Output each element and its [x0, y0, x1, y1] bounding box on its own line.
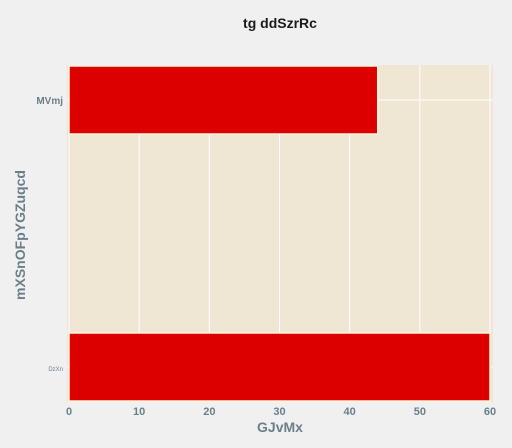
x-tick-label: 50 — [414, 406, 426, 418]
bar-dzxn — [68, 332, 491, 402]
x-tick-label: 40 — [344, 406, 356, 418]
x-tick-label: 20 — [203, 406, 215, 418]
y-axis-label: mXSnOFpYGZuqcd — [12, 170, 28, 300]
x-tick-labels: 0 10 20 30 40 50 60 — [66, 406, 496, 418]
x-tick-label: 60 — [484, 406, 496, 418]
y-tick-label: DzXn — [48, 367, 63, 373]
chart-title: tg ddSzrRc — [243, 15, 317, 31]
x-tick-label: 30 — [273, 406, 285, 418]
bar-mvmj — [68, 65, 379, 135]
x-tick-label: 0 — [66, 406, 72, 418]
bars — [68, 65, 491, 402]
x-axis-label: GJvMx — [257, 419, 303, 435]
x-tick-label: 10 — [133, 406, 145, 418]
y-tick-labels: MVmj DzXn — [36, 96, 63, 373]
y-tick-label: MVmj — [36, 96, 63, 107]
